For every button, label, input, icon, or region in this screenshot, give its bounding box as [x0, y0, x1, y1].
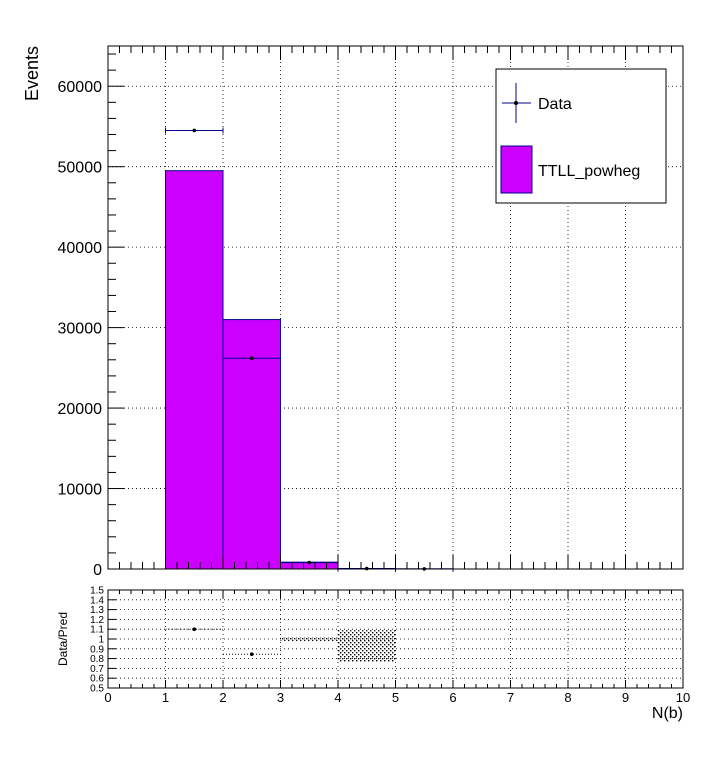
main-y-tick-label: 60000	[58, 79, 103, 96]
main-y-axis-label: Events	[22, 46, 42, 101]
ratio-uncertainty-band	[338, 630, 396, 662]
ratio-x-axis: 0 1 2 3 4 5 6 7 8 9 10	[104, 590, 690, 705]
ratio-x-tick-label: 10	[676, 690, 690, 705]
ratio-x-tick-label: 1	[162, 690, 169, 705]
ratio-y-tick-label: 0.5	[90, 684, 104, 695]
ratio-y-tick-label: 1.2	[90, 615, 104, 626]
ratio-point	[249, 652, 254, 656]
ratio-x-tick-label: 7	[507, 690, 514, 705]
main-y-tick-label: 30000	[58, 321, 103, 338]
ratio-y-axis: 0.50.60.70.80.911.11.21.31.41.5	[90, 586, 116, 695]
main-panel: 0 10000 20000 30000 40000 50000 60000 Events D…	[22, 45, 684, 579]
ratio-grid	[108, 590, 683, 688]
legend-mc-label: TTLL_powheg	[538, 163, 640, 180]
ratio-y-tick-label: 1	[98, 635, 104, 646]
data-point	[307, 560, 312, 565]
ratio-x-tick-label: 9	[622, 690, 629, 705]
ratio-points	[165, 627, 281, 656]
ratio-point	[192, 627, 197, 631]
ratio-x-tick-label: 6	[449, 690, 456, 705]
legend-mc-swatch	[500, 145, 533, 194]
main-y-axis: 0 10000 20000 30000 40000 50000 60000	[58, 53, 124, 579]
ratio-y-tick-label: 0.8	[90, 654, 104, 665]
ratio-x-tick-label: 8	[564, 690, 571, 705]
main-x-ticks	[107, 46, 684, 569]
ratio-y-tick-label: 1.1	[90, 625, 104, 636]
ratio-uncertainty-band	[280, 637, 338, 641]
data-point	[249, 356, 254, 360]
ratio-y-axis-label: Data/Pred	[56, 612, 70, 666]
ratio-y-tick-label: 1.5	[90, 586, 104, 597]
ratio-x-axis-label: N(b)	[652, 705, 683, 722]
main-y-tick-label: 20000	[58, 401, 103, 418]
ratio-uncertainty-bands	[280, 630, 396, 662]
ratio-y-tick-label: 0.7	[90, 664, 104, 675]
ratio-x-tick-label: 4	[334, 690, 341, 705]
main-y-tick-label: 40000	[58, 240, 103, 257]
ratio-y-tick-label: 1.4	[90, 595, 104, 606]
legend-data-label: Data	[538, 96, 572, 113]
mc-bar	[222, 319, 281, 570]
ratio-y-tick-label: 0.6	[90, 674, 104, 685]
legend: Data TTLL_powheg	[495, 68, 667, 204]
main-y-tick-label: 50000	[58, 160, 103, 177]
ratio-x-tick-label: 5	[392, 690, 399, 705]
ratio-x-tick-label: 2	[219, 690, 226, 705]
mc-histogram	[165, 170, 454, 570]
legend-data-marker	[514, 101, 518, 105]
legend-entry-data: Data	[502, 83, 572, 123]
ratio-y-tick-label: 1.3	[90, 605, 104, 616]
ratio-y-tick-label: 0.9	[90, 644, 104, 655]
main-y-tick-label: 0	[93, 562, 102, 579]
ratio-x-tick-label: 0	[104, 690, 111, 705]
legend-entry-mc: TTLL_powheg	[500, 145, 640, 194]
main-y-tick-label: 10000	[58, 482, 103, 499]
ratio-x-tick-label: 3	[277, 690, 284, 705]
data-point	[192, 128, 197, 133]
mc-bar	[165, 170, 224, 570]
